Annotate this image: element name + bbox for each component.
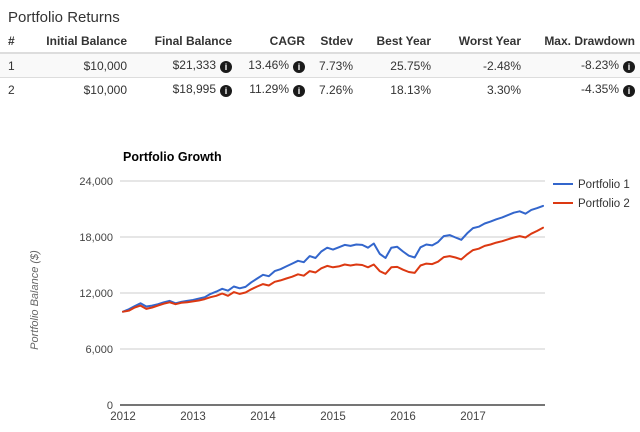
max-drawdown-value: -4.35% [580,82,619,96]
best-year-cell: 25.75% [390,58,431,73]
cagr-cell: 13.46% i [237,53,310,78]
y-tick-label: 12,000 [79,288,113,300]
info-icon[interactable]: i [623,61,635,73]
col-header-initial-balance: Initial Balance [37,30,132,54]
final-balance-cell: $21,333 i [132,53,237,78]
worst-year-cell: -2.48% [482,58,521,73]
legend-label: Portfolio 2 [578,198,630,210]
best-year-cell: 18.13% [358,77,436,101]
portfolio-growth-chart: 0 6,000 12,000 18,000 24,000 2012 2013 2014 2015… [0,140,640,432]
cagr-value: 11.29% [249,82,289,96]
final-balance-cell: $18,995 i [132,77,237,101]
info-icon[interactable]: i [220,85,232,97]
x-tick-label: 2015 [320,411,346,423]
col-header-max-drawdown: Max. Drawdown [526,30,640,54]
row-number-cell: 2 [0,77,37,101]
cagr-value: 13.46% [248,58,289,72]
col-header-worst-year: Worst Year [436,30,526,54]
col-header-best-year: Best Year [358,30,436,54]
table-row: 2 $10,000 $18,995 i 11.29% i 7.26% 18.13% … [0,77,640,101]
y-tick-label: 0 [107,400,113,412]
info-icon[interactable]: i [293,61,305,73]
info-icon[interactable]: i [623,85,635,97]
x-tick-label: 2014 [250,411,276,423]
max-drawdown-value: -8.23% [580,58,619,72]
max-drawdown-cell: -8.23% i [526,53,640,78]
stdev-cell: 7.73% [318,58,353,73]
stdev-cell: 7.26% [310,77,358,101]
y-axis-label: Portfolio Balance ($) [29,250,41,350]
initial-balance-cell: $10,000 [37,77,132,101]
col-header-number: # [0,30,37,54]
x-tick-label: 2012 [110,411,136,423]
col-header-final-balance: Final Balance [132,30,237,54]
x-tick-label: 2016 [390,411,416,423]
page-title: Portfolio Returns [8,9,120,26]
table-row: 1 $10,000 $21,333 i 13.46% i 7.73% 25.75% … [0,53,640,78]
table-header-row: # Initial Balance Final Balance CAGR Std… [0,30,640,54]
series-line-portfolio-1 [122,204,544,313]
x-tick-label: 2017 [460,411,486,423]
col-header-cagr: CAGR [237,30,310,54]
initial-balance-cell: $10,000 [83,58,127,73]
col-header-stdev: Stdev [310,30,358,54]
max-drawdown-cell: -4.35% i [526,77,640,101]
portfolio-growth-svg: 0 6,000 12,000 18,000 24,000 2012 2013 2014 2015… [29,150,630,423]
worst-year-cell: 3.30% [436,77,526,101]
y-tick-label: 18,000 [79,232,113,244]
info-icon[interactable]: i [293,85,305,97]
final-balance-value: $18,995 [172,82,216,96]
y-tick-label: 24,000 [79,176,113,188]
cagr-cell: 11.29% i [237,77,310,101]
y-tick-label: 6,000 [85,344,113,356]
info-icon[interactable]: i [220,61,232,73]
chart-title: Portfolio Growth [123,150,222,164]
portfolio-returns-table: # Initial Balance Final Balance CAGR Std… [0,30,640,101]
x-tick-label: 2013 [180,411,206,423]
final-balance-value: $21,333 [172,58,216,72]
row-number-cell: 1 [8,58,15,73]
legend-label: Portfolio 1 [578,179,630,191]
series-line-portfolio-2 [122,226,544,313]
